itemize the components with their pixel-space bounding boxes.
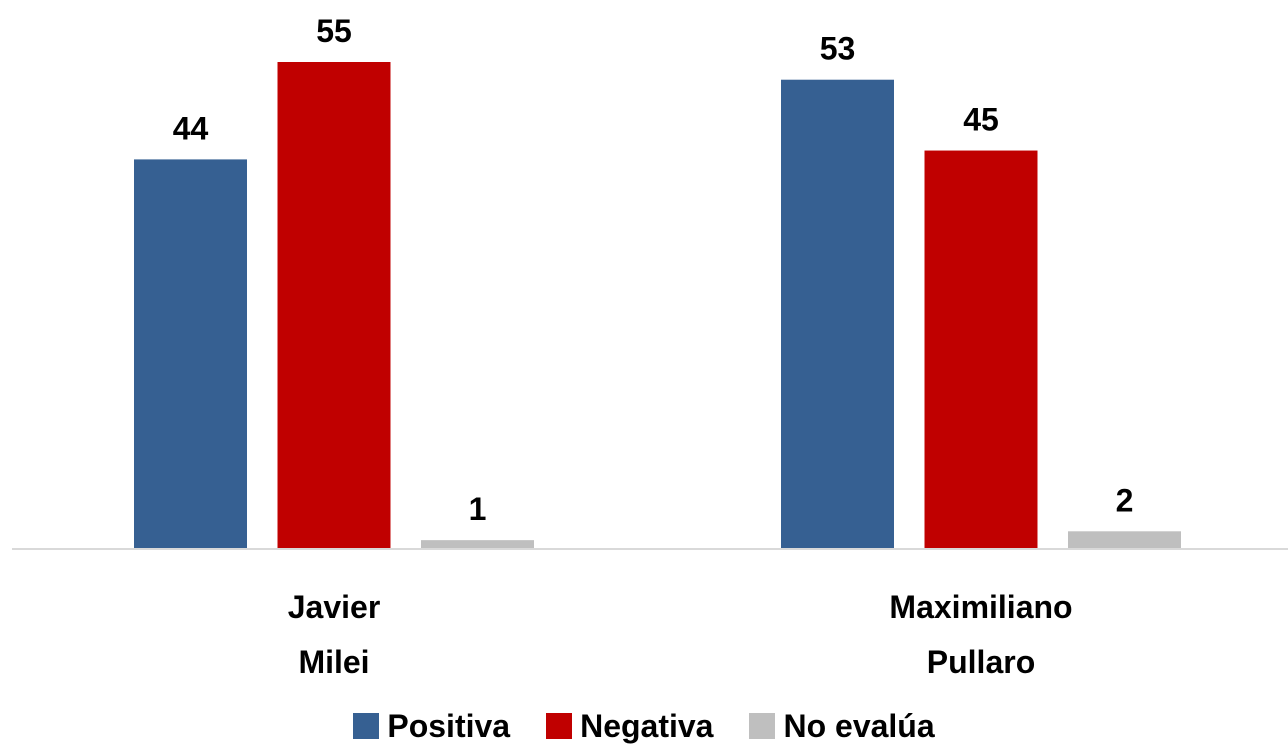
- value-labels-group: 44 55 1 53 45 2: [173, 13, 1134, 527]
- legend-label-positiva: Positiva: [387, 707, 511, 744]
- bar-positiva-1: [134, 159, 247, 549]
- data-label-no-evalua-2: 2: [1116, 482, 1134, 518]
- category-label-1: Javier Milei: [288, 589, 381, 680]
- category-label-2: Maximiliano Pullaro: [889, 589, 1072, 680]
- data-label-negativa-1: 55: [316, 13, 352, 49]
- legend-item-negativa: Negativa: [546, 708, 713, 745]
- bar-positiva-2: [781, 79, 894, 549]
- legend-swatch-no-evalua: [749, 713, 776, 739]
- bar-negativa-2: [924, 150, 1038, 549]
- data-label-positiva-1: 44: [173, 110, 209, 146]
- legend-item-positiva: Positiva: [353, 708, 510, 745]
- bar-negativa-1: [277, 62, 391, 549]
- legend-label-negativa: Negativa: [580, 707, 714, 744]
- bar-no-evalua-1: [421, 540, 534, 549]
- legend-swatch-negativa: [546, 713, 573, 739]
- data-label-negativa-2: 45: [963, 102, 999, 138]
- data-label-no-evalua-1: 1: [469, 491, 487, 527]
- bar-no-evalua-2: [1068, 531, 1181, 549]
- legend-item-no-evalua: No evalúa: [749, 707, 935, 745]
- bars-group: [134, 62, 1181, 549]
- legend-label-no-evalua: No evalúa: [783, 707, 935, 744]
- data-label-positiva-2: 53: [820, 31, 856, 67]
- legend-swatch-positiva: [353, 713, 380, 739]
- category-labels-group: Javier Milei Maximiliano Pullaro: [288, 589, 1073, 680]
- legend: Positiva Negativa No evalúa: [0, 702, 1288, 750]
